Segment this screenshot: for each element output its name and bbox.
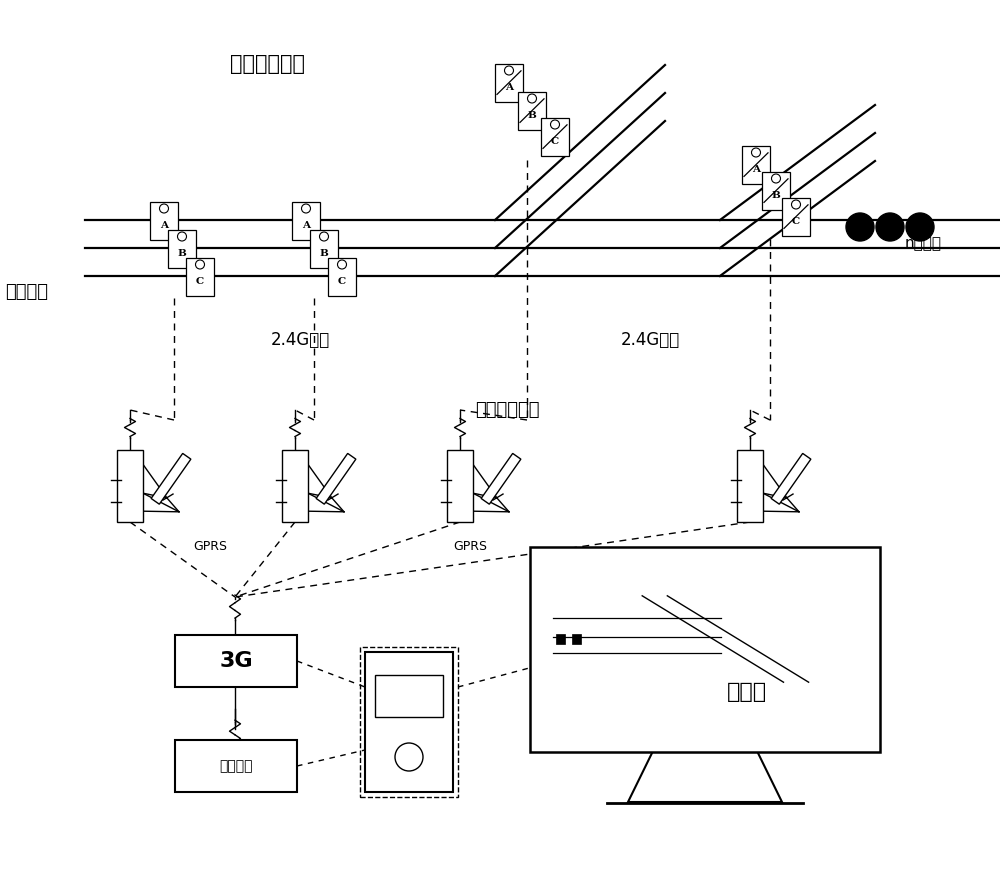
Polygon shape: [628, 752, 782, 802]
Text: 2.4G无线: 2.4G无线: [270, 331, 330, 349]
Bar: [518, 92, 546, 130]
Text: 短息群发: 短息群发: [219, 759, 253, 773]
Bar: [175, 635, 297, 687]
Polygon shape: [151, 453, 191, 504]
Bar: [117, 450, 143, 522]
Text: C: C: [792, 217, 800, 226]
Bar: [447, 450, 473, 522]
Text: A: A: [752, 165, 760, 174]
Text: C: C: [551, 137, 559, 146]
Bar: [762, 172, 790, 210]
Text: 3G: 3G: [219, 651, 253, 671]
Text: A: A: [160, 221, 168, 230]
Bar: [310, 230, 338, 268]
Bar: [360, 647, 458, 797]
Bar: [186, 258, 214, 296]
Bar: [365, 652, 453, 792]
Text: 2.4G无线: 2.4G无线: [620, 331, 680, 349]
Text: 上位机: 上位机: [727, 682, 767, 702]
Text: B: B: [320, 249, 328, 258]
Text: C: C: [196, 277, 204, 286]
Bar: [328, 258, 356, 296]
Circle shape: [846, 213, 874, 241]
Text: GPRS: GPRS: [453, 541, 487, 554]
Bar: [556, 634, 565, 644]
Bar: [782, 198, 810, 236]
Text: GPRS: GPRS: [193, 541, 227, 554]
Text: B: B: [528, 112, 536, 120]
Text: A: A: [302, 221, 310, 230]
Bar: [175, 740, 297, 792]
Bar: [737, 450, 763, 522]
Circle shape: [876, 213, 904, 241]
Bar: [168, 230, 196, 268]
Bar: [150, 202, 178, 240]
Text: 出线线路: 出线线路: [5, 283, 48, 301]
Text: n个节点: n个节点: [905, 236, 942, 252]
Bar: [541, 118, 569, 156]
Circle shape: [906, 213, 934, 241]
Text: 采集指示单元: 采集指示单元: [230, 54, 305, 74]
Bar: [292, 202, 320, 240]
Bar: [530, 547, 880, 752]
Bar: [572, 634, 581, 644]
Bar: [282, 450, 308, 522]
Polygon shape: [316, 453, 356, 504]
Text: B: B: [772, 191, 780, 200]
Text: C: C: [338, 277, 346, 286]
Bar: [375, 675, 443, 717]
Text: A: A: [505, 83, 513, 92]
Polygon shape: [771, 453, 811, 504]
Bar: [495, 64, 523, 102]
Polygon shape: [481, 453, 521, 504]
Bar: [742, 146, 770, 184]
Text: 数据合并单元: 数据合并单元: [475, 401, 540, 419]
Text: B: B: [178, 249, 186, 258]
